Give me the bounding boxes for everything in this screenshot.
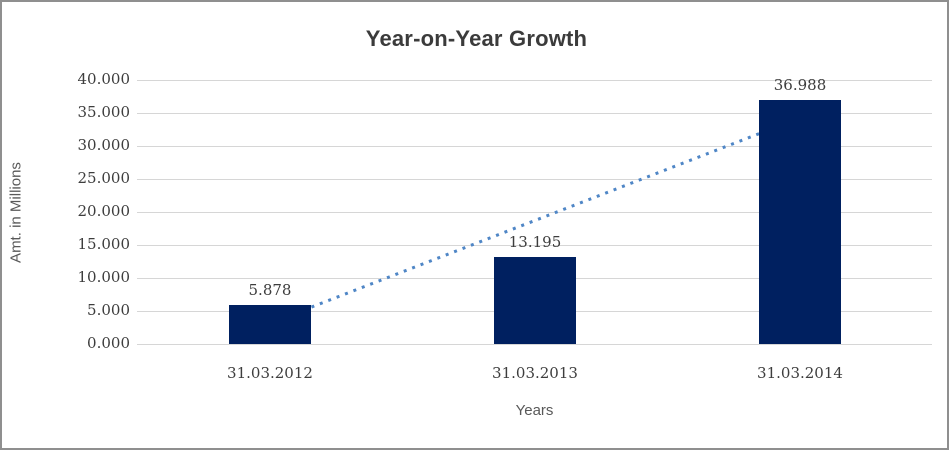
x-tick-label: 31.03.2013 xyxy=(492,364,578,382)
y-tick-label: 5.000 xyxy=(87,301,130,319)
y-tick-label: 15.000 xyxy=(77,235,131,253)
gridline xyxy=(137,344,932,345)
y-tick-label: 25.000 xyxy=(77,169,131,187)
gridline xyxy=(137,212,932,213)
gridline xyxy=(137,80,932,81)
y-tick-label: 30.000 xyxy=(77,136,131,154)
plot-area: 5.878 13.195 36.988 xyxy=(137,76,932,345)
bar xyxy=(494,257,576,344)
gridline xyxy=(137,113,932,114)
y-tick-label: 40.000 xyxy=(77,70,131,88)
x-tick-label: 31.03.2014 xyxy=(757,364,843,382)
y-tick-label: 10.000 xyxy=(77,268,131,286)
bar-data-label: 5.878 xyxy=(248,281,292,299)
bar-data-label: 13.195 xyxy=(508,233,562,251)
gridline xyxy=(137,179,932,180)
gridline xyxy=(137,245,932,246)
gridline xyxy=(137,146,932,147)
x-axis-title: Years xyxy=(515,402,554,419)
y-tick-label: 20.000 xyxy=(77,202,131,220)
bar xyxy=(229,305,311,344)
x-tick-label: 31.03.2012 xyxy=(227,364,313,382)
y-tick-label: 35.000 xyxy=(77,103,131,121)
y-tick-label: 0.000 xyxy=(87,334,130,352)
chart-title: Year-on-Year Growth xyxy=(365,26,588,51)
bar xyxy=(759,100,841,344)
bar-data-label: 36.988 xyxy=(773,76,827,94)
